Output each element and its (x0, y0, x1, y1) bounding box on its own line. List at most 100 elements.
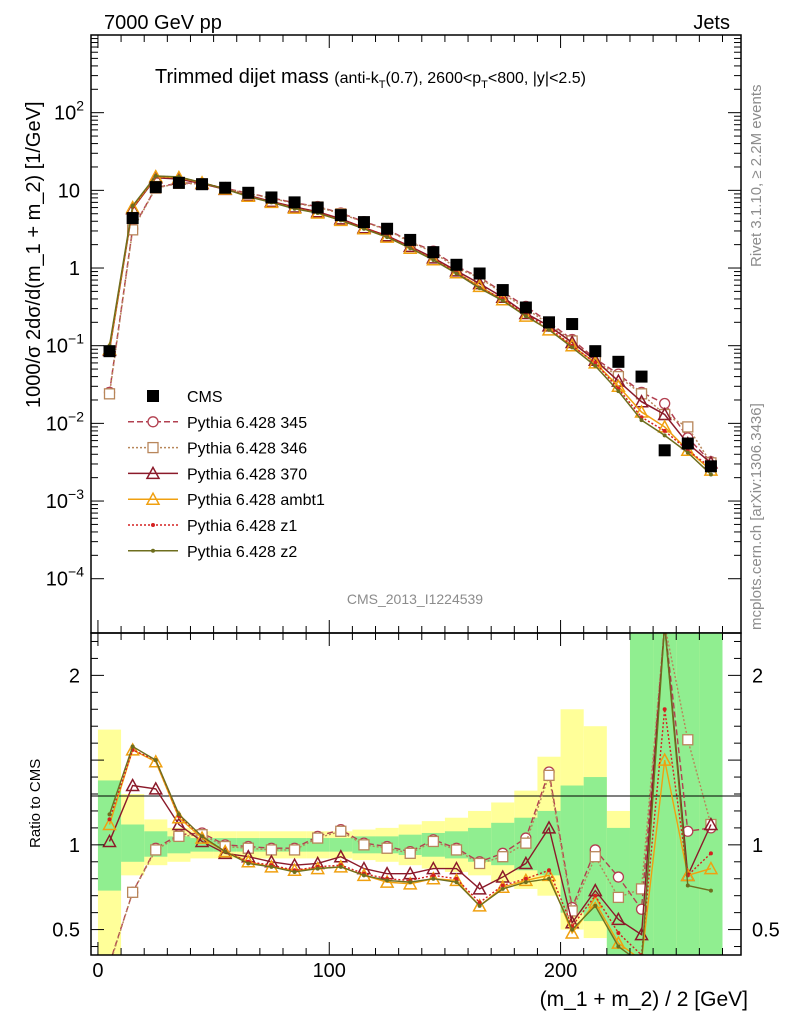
ratio-point (426, 871, 441, 885)
data-point (126, 224, 139, 236)
data-point (588, 355, 603, 369)
mcplots-label: mcplots.cern.ch [arXiv:1306.3436] (748, 403, 765, 630)
legend-marker (145, 491, 161, 505)
y-tick-label: 10−2 (46, 408, 84, 435)
ratio-point (265, 844, 278, 856)
main-y-label: 1000/σ 2dσ/d(m_1 + m_2) [1/GeV] (23, 101, 45, 408)
ratio-point (449, 872, 464, 887)
ratio-point (570, 927, 575, 932)
data-point (357, 216, 370, 229)
legend-label: Pythia 6.428 345 (187, 415, 307, 432)
data-point (566, 318, 579, 331)
ratio-series-pythia-6-428-370 (102, 633, 719, 941)
ratio-y-tick-label-right: 2 (752, 665, 763, 687)
ratio-point (385, 878, 390, 883)
ratio-point (431, 873, 436, 878)
ratio-point (454, 880, 459, 885)
plot-title-main: Trimmed dijet mass (155, 66, 329, 88)
data-point (126, 212, 139, 225)
ratio-point (333, 859, 349, 873)
ratio-point (358, 839, 370, 851)
ratio-point (223, 849, 228, 854)
ratio-point (269, 864, 274, 869)
data-point (541, 322, 557, 336)
data-point (196, 178, 209, 191)
band-inner (537, 810, 561, 876)
band-inner (167, 836, 191, 854)
ratio-point (454, 876, 459, 881)
data-point (103, 345, 116, 358)
data-point (662, 433, 667, 438)
data-point (153, 173, 158, 178)
legend-label: Pythia 6.428 z2 (187, 544, 297, 561)
legend-marker (147, 390, 159, 402)
data-point (172, 176, 185, 189)
ratio-point (663, 623, 667, 627)
ratio-panel: 0 100 200 0.5 0.5 1 1 2 2 Ratio to CMS (m_1 + m_… (27, 623, 780, 1011)
ratio-point (381, 842, 393, 854)
band-inner (121, 824, 145, 862)
ratio-y-tick-label: 2 (69, 665, 80, 687)
plot-title-sub: (anti-kT(0.7), 2600<pT<800, |y|<2.5) (334, 70, 586, 91)
ratio-point (640, 961, 644, 965)
data-point (265, 191, 278, 204)
legend-marker (147, 416, 159, 428)
legend-label: CMS (187, 389, 223, 406)
ratio-point (477, 903, 482, 908)
ratio-point (495, 879, 511, 893)
legend-marker (151, 523, 155, 527)
band-inner (699, 633, 723, 955)
ratio-point (217, 844, 233, 858)
data-point (682, 421, 694, 433)
ratio-point (292, 869, 297, 874)
data-point (500, 298, 505, 303)
data-point (662, 428, 667, 433)
ratio-point (472, 898, 487, 912)
ratio-line (108, 633, 712, 936)
data-point (431, 257, 436, 262)
y-tick-label: 10−4 (46, 564, 84, 591)
header-left: 7000 GeV pp (104, 12, 222, 34)
ratio-series-pythia-6-428-346 (111, 633, 717, 955)
ratio-point (171, 816, 187, 831)
ratio-point (703, 816, 719, 831)
plot-title: Trimmed dijet mass (anti-kT(0.7), 2600<p… (155, 66, 586, 91)
data-point (589, 345, 602, 358)
legend-label: Pythia 6.428 ambt1 (187, 492, 325, 509)
ratio-point (194, 833, 210, 848)
data-point (543, 316, 556, 329)
ratio-point (107, 812, 112, 817)
series-cms (103, 176, 717, 473)
series-pythia-6-428-z2 (107, 173, 713, 477)
band-inner (329, 838, 353, 852)
legend-marker (145, 465, 161, 480)
data-point (311, 201, 324, 214)
ratio-point (176, 812, 181, 817)
x-axis-label: (m_1 + m_2) / 2 [GeV] (540, 988, 748, 1011)
data-point (635, 388, 648, 400)
data-point (477, 286, 482, 291)
ratio-point (315, 866, 320, 871)
ratio-point (427, 835, 439, 848)
ratio-series-pythia-6-428-z2 (107, 623, 713, 965)
ratio-point (662, 707, 667, 712)
ratio-point (148, 781, 164, 795)
data-point (685, 450, 690, 455)
ratio-point (497, 851, 509, 863)
band-inner (560, 785, 584, 913)
y-tick-label: 10 (58, 180, 80, 202)
x-tick-label: 0 (92, 960, 103, 982)
data-point (616, 389, 621, 394)
ratio-point (523, 876, 528, 881)
x-tick-label: 100 (313, 960, 346, 982)
ratio-point (616, 930, 621, 935)
ratio-y-tick-label-right: 0.5 (752, 920, 780, 942)
data-point (523, 314, 528, 319)
ratio-line (111, 633, 712, 955)
ratio-point (473, 857, 486, 870)
ratio-point (125, 777, 140, 792)
ratio-point (477, 900, 482, 905)
data-point (635, 370, 648, 383)
data-point (334, 209, 347, 222)
